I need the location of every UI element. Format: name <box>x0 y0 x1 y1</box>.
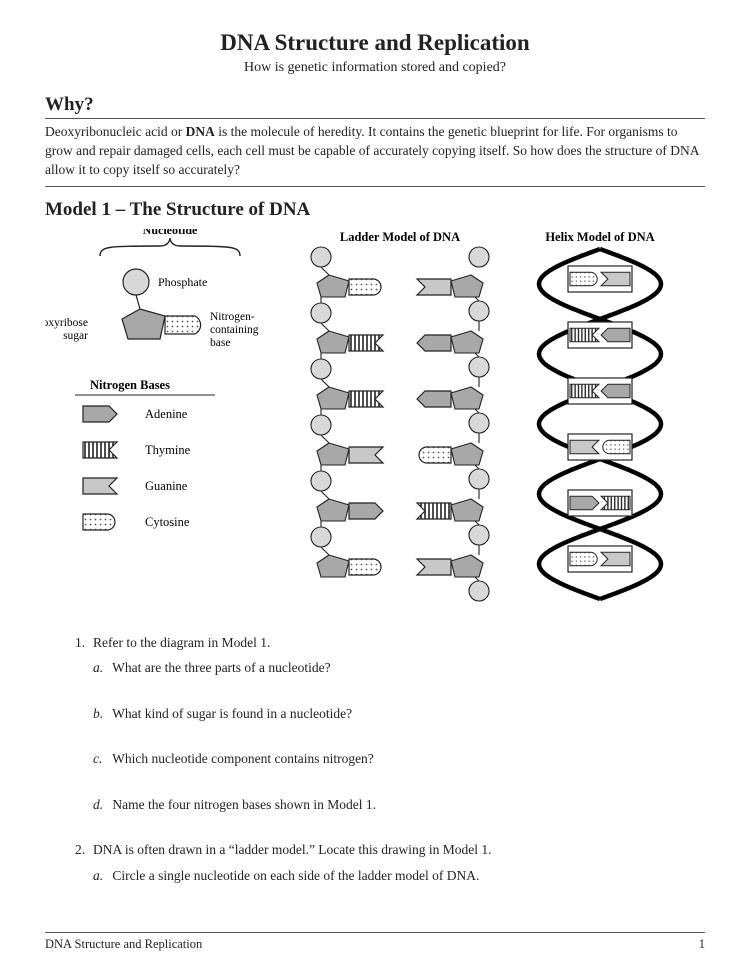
why-heading: Why? <box>45 94 705 116</box>
nucleotide-panel: Nucleotide Phosphate Deoxyribose sugar N… <box>45 229 259 349</box>
base-label-2: containing <box>210 324 259 336</box>
why-bold: DNA <box>186 124 215 139</box>
page-subtitle: How is genetic information stored and co… <box>45 60 705 76</box>
base-icon <box>165 316 201 334</box>
question-sub: b. What kind of sugar is found in a nucl… <box>93 704 705 724</box>
why-pre: Deoxyribonucleic acid or <box>45 124 186 139</box>
legend-title: Nitrogen Bases <box>90 378 170 392</box>
legend-base-thymine: Thymine <box>145 443 191 457</box>
ladder-title: Ladder Model of DNA <box>340 230 460 244</box>
footer: DNA Structure and Replication 1 <box>45 932 705 952</box>
rule-bottom <box>45 186 705 187</box>
sugar-label-1: Deoxyribose <box>45 317 88 329</box>
base-label-3: base <box>210 337 230 349</box>
page-title: DNA Structure and Replication <box>45 30 705 56</box>
helix-model <box>539 249 661 599</box>
diagram: Nucleotide Phosphate Deoxyribose sugar N… <box>45 229 705 629</box>
question: 2.DNA is often drawn in a “ladder model.… <box>75 840 705 860</box>
nucleotide-label: Nucleotide <box>143 229 198 237</box>
question-sub: d. Name the four nitrogen bases shown in… <box>93 795 705 815</box>
question-sub: a. What are the three parts of a nucleot… <box>93 658 705 678</box>
ladder-model <box>311 247 489 601</box>
sugar-icon <box>122 309 165 339</box>
footer-right: 1 <box>699 937 705 952</box>
model-heading: Model 1 – The Structure of DNA <box>45 199 705 221</box>
page: DNA Structure and Replication How is gen… <box>0 0 750 970</box>
rule-top <box>45 118 705 119</box>
phosphate-label: Phosphate <box>158 275 207 289</box>
questions: 1.Refer to the diagram in Model 1. a. Wha… <box>45 633 705 886</box>
helix-title: Helix Model of DNA <box>545 230 654 244</box>
phosphate-icon <box>123 269 149 295</box>
legend-base-adenine: Adenine <box>145 407 188 421</box>
legend: Nitrogen Bases Adenine Thymine Guanine Cyto… <box>75 378 215 530</box>
question: 1.Refer to the diagram in Model 1. <box>75 633 705 653</box>
sugar-label-2: sugar <box>63 330 88 342</box>
question-sub: a. Circle a single nucleotide on each si… <box>93 866 705 886</box>
question-sub: c. Which nucleotide component contains n… <box>93 749 705 769</box>
base-label-1: Nitrogen- <box>210 311 255 323</box>
footer-left: DNA Structure and Replication <box>45 937 202 952</box>
legend-base-guanine: Guanine <box>145 479 188 493</box>
legend-base-cytosine: Cytosine <box>145 515 190 529</box>
why-body: Deoxyribonucleic acid or DNA is the mole… <box>45 123 705 180</box>
